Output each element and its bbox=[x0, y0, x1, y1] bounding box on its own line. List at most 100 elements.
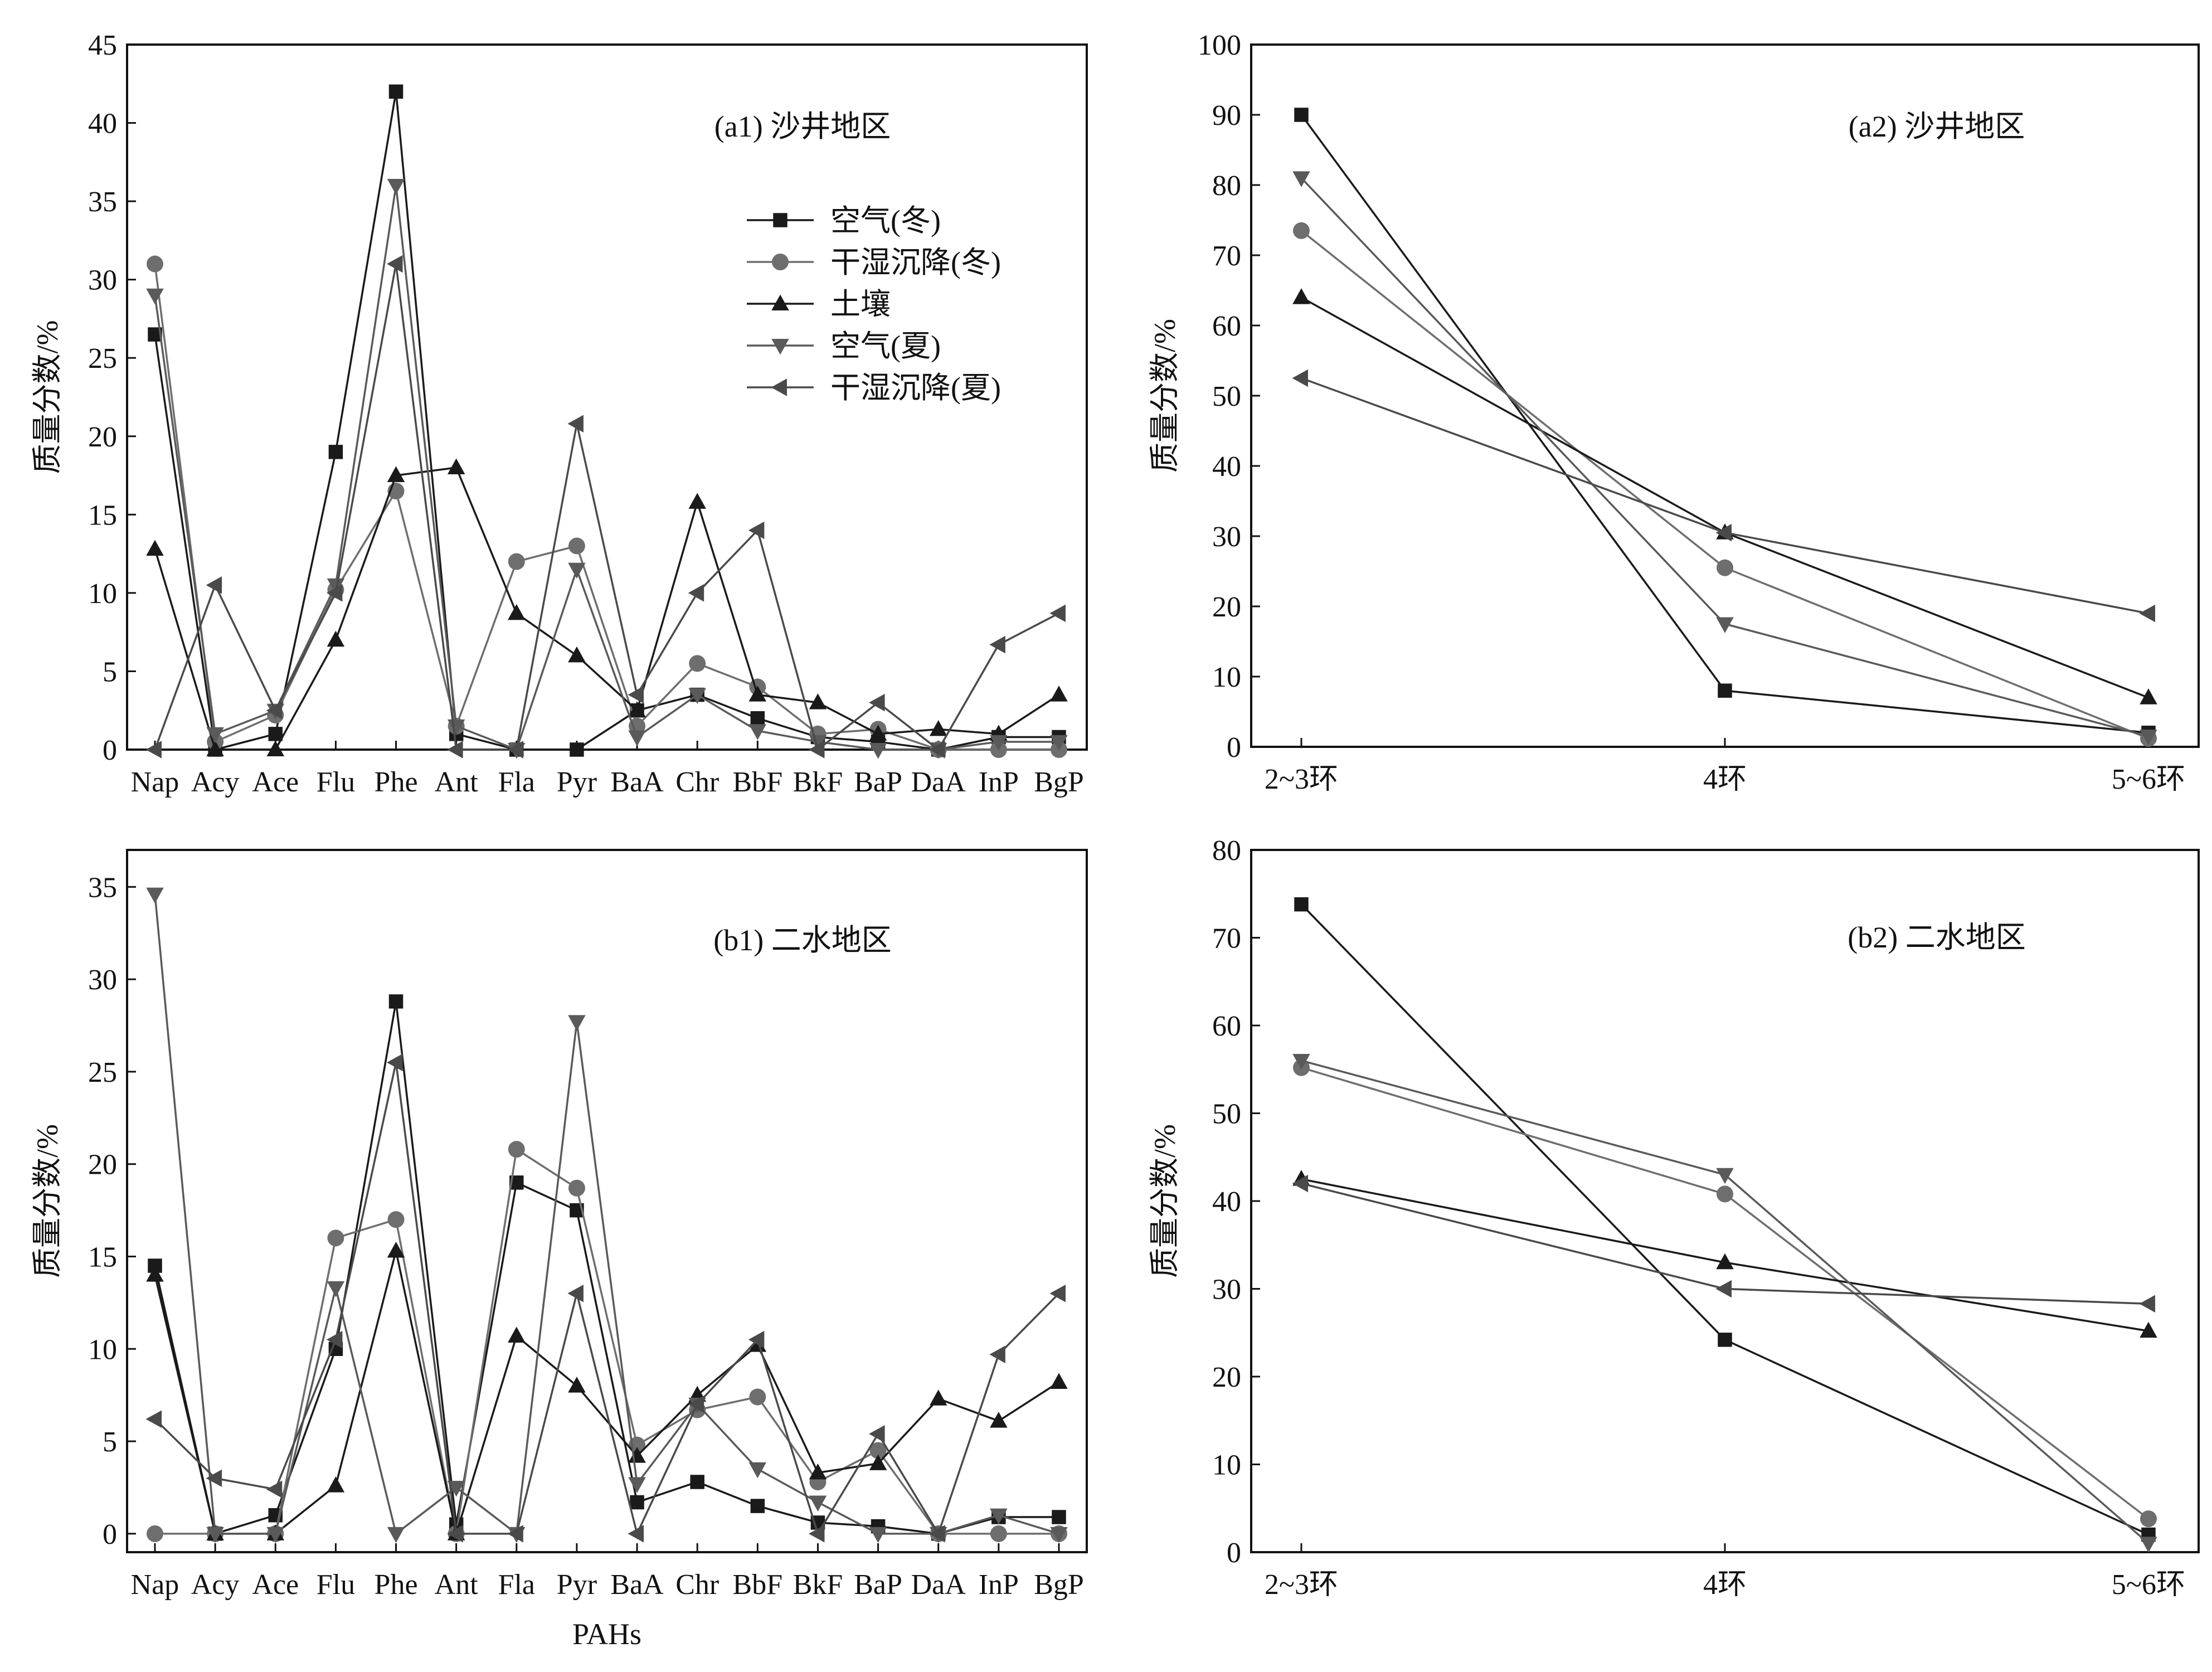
data-point bbox=[206, 727, 224, 743]
data-point bbox=[2139, 604, 2155, 623]
x-tick-label: Chr bbox=[675, 1569, 719, 1601]
x-tick-label: 4环 bbox=[1703, 764, 1747, 795]
x-tick-label: Acy bbox=[191, 1569, 240, 1601]
data-point bbox=[809, 735, 827, 751]
data-point bbox=[145, 1410, 162, 1428]
data-point bbox=[1052, 1510, 1066, 1524]
legend-label: 空气(冬) bbox=[830, 204, 941, 237]
x-tick-label: Ace bbox=[252, 766, 299, 798]
series-0 bbox=[1294, 108, 2156, 740]
data-point bbox=[326, 1330, 343, 1349]
data-point bbox=[327, 578, 345, 595]
data-point bbox=[688, 493, 706, 509]
y-tick-label: 15 bbox=[88, 1241, 117, 1273]
data-point bbox=[387, 1527, 405, 1543]
series-1 bbox=[1293, 1059, 2157, 1528]
panel-title: (b2) 二水地区 bbox=[1848, 921, 2025, 954]
panel-a1: 0 5 10 15 20 25 30 35 40 45 Nap Acy Ace Flu Phe Ant Fla P… bbox=[31, 30, 1088, 798]
legend-marker bbox=[771, 378, 787, 396]
x-tick-label: Fla bbox=[498, 766, 535, 798]
data-point bbox=[869, 1442, 887, 1459]
legend-label: 土壤 bbox=[830, 288, 891, 321]
y-tick-label: 15 bbox=[88, 499, 117, 531]
data-point bbox=[1050, 1373, 1068, 1389]
data-point bbox=[568, 1179, 585, 1197]
data-point bbox=[387, 466, 405, 483]
data-point bbox=[1716, 617, 1734, 633]
data-point bbox=[147, 1525, 163, 1542]
data-point bbox=[1293, 222, 1310, 239]
y-tick-label: 0 bbox=[103, 1519, 117, 1551]
series-line bbox=[154, 1000, 1059, 1535]
series-line bbox=[1301, 1059, 2150, 1544]
y-axis-title: 质量分数/% bbox=[31, 1124, 64, 1278]
x-tick-label: BbF bbox=[733, 1569, 783, 1601]
data-point bbox=[990, 1508, 1008, 1525]
y-tick-label: 25 bbox=[88, 1057, 117, 1088]
data-point bbox=[327, 630, 345, 647]
data-point bbox=[809, 1463, 827, 1480]
data-point bbox=[568, 646, 586, 663]
data-point bbox=[1292, 369, 1308, 387]
data-point bbox=[146, 887, 164, 904]
x-tick-label: BgP bbox=[1034, 766, 1084, 798]
series-line bbox=[154, 466, 1059, 751]
y-tick-label: 20 bbox=[88, 421, 117, 453]
data-point bbox=[989, 1345, 1005, 1363]
data-point bbox=[869, 1454, 887, 1470]
data-point bbox=[568, 1377, 586, 1393]
data-point bbox=[2140, 1537, 2157, 1553]
x-tick-label: Ant bbox=[435, 1569, 479, 1601]
y-tick-label: 10 bbox=[88, 1334, 117, 1365]
y-tick-label: 40 bbox=[88, 108, 117, 140]
y-tick-label: 10 bbox=[1212, 662, 1241, 693]
data-point bbox=[1715, 1280, 1732, 1298]
data-point bbox=[929, 1389, 947, 1406]
data-point bbox=[145, 741, 162, 759]
data-point bbox=[2140, 688, 2157, 704]
data-point bbox=[628, 701, 646, 717]
data-point bbox=[387, 1242, 405, 1258]
x-tick-label: Pyr bbox=[557, 1569, 597, 1601]
legend-item: 土壤 bbox=[747, 288, 891, 321]
data-point bbox=[146, 1266, 164, 1282]
data-point bbox=[507, 741, 523, 759]
series-1 bbox=[147, 1141, 1067, 1542]
y-tick-label: 40 bbox=[1212, 1186, 1241, 1218]
x-tick-label: 2~3环 bbox=[1265, 764, 1338, 795]
data-point bbox=[869, 1527, 887, 1543]
series-line bbox=[154, 184, 1059, 751]
x-tick-label: Ant bbox=[435, 766, 479, 798]
series-line bbox=[154, 1250, 1059, 1535]
legend-marker bbox=[772, 254, 789, 270]
data-point bbox=[989, 635, 1005, 654]
plot-frame bbox=[126, 849, 1088, 1553]
y-tick-label: 5 bbox=[103, 656, 117, 688]
data-point bbox=[690, 1475, 704, 1489]
y-tick-label: 20 bbox=[1212, 591, 1241, 623]
data-point bbox=[869, 725, 887, 741]
data-point bbox=[206, 1469, 222, 1488]
x-tick-label: BbF bbox=[733, 766, 783, 798]
x-tick-label: DaA bbox=[911, 1569, 966, 1601]
data-point bbox=[1716, 1253, 1734, 1270]
data-point bbox=[567, 1285, 584, 1302]
data-point bbox=[750, 711, 765, 726]
legend-label: 干湿沉降(夏) bbox=[830, 371, 1001, 405]
data-point bbox=[748, 521, 765, 539]
data-point bbox=[1050, 735, 1068, 751]
data-point bbox=[929, 741, 945, 759]
series-3 bbox=[146, 179, 1068, 759]
series-line bbox=[1301, 297, 2149, 699]
y-tick-label: 60 bbox=[1212, 310, 1241, 342]
data-point bbox=[628, 730, 646, 747]
x-tick-label: Fla bbox=[498, 1569, 535, 1601]
data-point bbox=[328, 445, 343, 459]
x-tick-label: BaP bbox=[854, 1569, 902, 1601]
data-point bbox=[1050, 1527, 1068, 1543]
data-point bbox=[387, 1211, 405, 1228]
y-tick-label: 50 bbox=[1212, 1099, 1241, 1130]
x-tick-label: BkF bbox=[793, 1569, 843, 1601]
data-point bbox=[1049, 604, 1066, 623]
y-tick-label: 0 bbox=[1227, 732, 1241, 764]
